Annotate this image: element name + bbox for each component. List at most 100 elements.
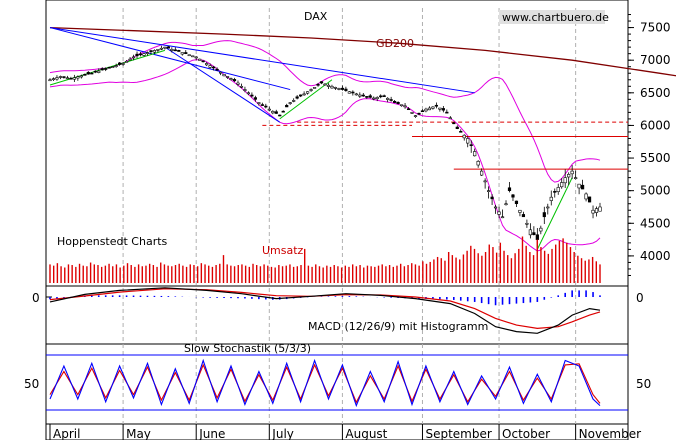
candle-body (205, 63, 209, 66)
candle-body (72, 77, 76, 80)
candle-body (76, 76, 80, 79)
candle-body (487, 190, 491, 192)
x-tick-label-june: June (198, 427, 225, 440)
candle-body (480, 170, 484, 176)
candle-body (51, 78, 56, 80)
watermark-box (499, 10, 605, 24)
candle-body (62, 76, 66, 78)
candle-body (239, 85, 244, 88)
stoch-50-left: 50 (24, 377, 39, 391)
candle-body (452, 122, 456, 125)
gd200-line (49, 26, 676, 77)
candle-body (399, 104, 404, 107)
candle-body (560, 182, 564, 188)
candle-body (525, 222, 529, 225)
candle-body (312, 87, 317, 89)
candle-body (518, 209, 522, 213)
candle-body (354, 93, 358, 96)
candle-body (93, 70, 97, 73)
candle-body (187, 54, 191, 57)
stoch-k-line (49, 358, 601, 408)
gd200-label: GD200 (376, 37, 414, 50)
candle-body (504, 203, 508, 206)
month-x-ticks: April May June July August September October No… (49, 424, 641, 440)
candle-body (483, 180, 487, 183)
candle-body (476, 161, 480, 166)
y-tick-label: 6500 (640, 86, 671, 100)
chart-title: DAX (304, 10, 328, 23)
candle-body (288, 102, 292, 104)
y-tick-label: 5000 (640, 184, 671, 198)
candle-body (532, 232, 536, 236)
macd-zero-right: 0 (636, 291, 644, 305)
candle-body (389, 99, 393, 101)
candle-body (393, 100, 397, 103)
candle-body (156, 49, 160, 51)
candle-body (86, 72, 90, 75)
candle-body (173, 49, 177, 52)
candle-body (539, 227, 543, 232)
candle-body (142, 53, 146, 56)
candle-body (100, 68, 104, 71)
macd-line (49, 287, 601, 334)
candle-body (253, 97, 257, 100)
candle-body (424, 108, 428, 112)
candle-body (570, 170, 574, 175)
candle-body (372, 97, 376, 100)
candle-body (271, 110, 275, 114)
candle-body (118, 62, 122, 65)
candle-body (500, 216, 505, 219)
x-tick-label-september: September (425, 427, 491, 440)
candle-body (90, 72, 94, 75)
candle-body (305, 91, 310, 94)
candle-body (299, 94, 303, 97)
stoch-d-line (49, 363, 601, 404)
candle-body (55, 77, 59, 80)
candle-body (229, 78, 233, 80)
candle-body (413, 115, 418, 117)
downtrend-line (164, 46, 281, 123)
candle-body (149, 50, 153, 52)
candle-body (177, 50, 181, 52)
candle-body (246, 92, 251, 95)
candle-body (549, 196, 553, 201)
candlestick-layer (48, 45, 602, 248)
candle-body (201, 60, 205, 63)
candle-body (194, 56, 198, 59)
candle-body (410, 112, 414, 114)
candle-body (337, 88, 341, 90)
candle-body (267, 108, 271, 111)
candle-body (107, 66, 111, 69)
bollinger-layer (49, 40, 601, 252)
candle-body (340, 87, 345, 90)
candle-body (222, 74, 226, 77)
candle-body (535, 234, 539, 240)
candle-body (347, 91, 351, 94)
candle-body (278, 114, 282, 117)
candle-body (448, 117, 452, 120)
downtrend-line (49, 27, 291, 91)
candle-body (427, 107, 432, 111)
x-tick-label-november: November (579, 427, 641, 440)
candle-body (459, 131, 463, 133)
candle-body (48, 79, 52, 82)
candle-body (445, 111, 449, 114)
x-tick-label-july: July (271, 427, 294, 440)
candle-body (274, 111, 278, 114)
candle-body (135, 53, 139, 57)
candle-body (152, 50, 157, 53)
uptrend-line (49, 49, 166, 86)
candle-body (316, 84, 320, 86)
bollinger-lower (49, 59, 601, 252)
bollinger-upper (49, 40, 601, 183)
candle-body (326, 84, 331, 87)
candle-body (65, 77, 70, 80)
plot-frame (45, 0, 629, 440)
candle-body (563, 177, 567, 184)
candle-body (128, 58, 132, 61)
candle-body (243, 89, 247, 91)
candle-body (462, 134, 466, 139)
candle-body (264, 105, 268, 108)
candle-body (232, 79, 237, 82)
